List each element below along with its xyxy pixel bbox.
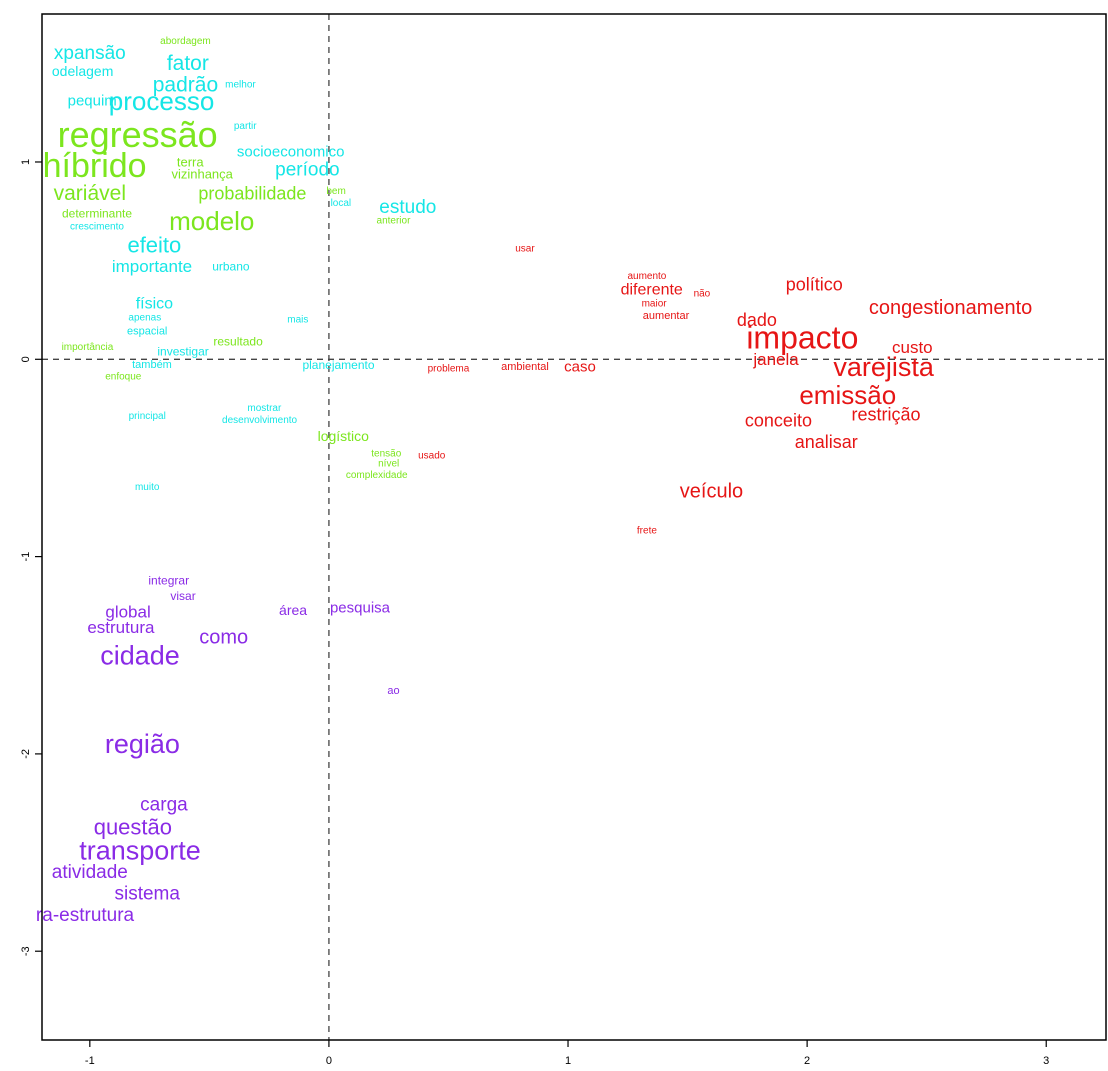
word-label: emissão — [799, 380, 896, 410]
word-label: complexidade — [346, 470, 408, 481]
word-label: cidade — [100, 640, 180, 670]
word-label: pesquisa — [330, 599, 391, 616]
word-label: global — [105, 602, 150, 621]
word-label: como — [199, 626, 248, 648]
word-label: político — [786, 274, 843, 294]
x-tick-label: 0 — [326, 1055, 332, 1067]
word-label: frete — [637, 525, 657, 536]
word-label: importância — [62, 342, 114, 353]
word-label: desenvolvimento — [222, 415, 297, 426]
word-label: principal — [129, 411, 166, 422]
word-label: integrar — [148, 573, 189, 587]
word-label: usado — [418, 450, 446, 461]
word-label: ambiental — [501, 361, 549, 373]
plot-frame — [41, 13, 1107, 1041]
y-tick-label: -2 — [20, 749, 32, 759]
word-label: odelagem — [52, 63, 114, 79]
word-label: híbrido — [43, 147, 147, 185]
x-tick-label: 1 — [565, 1055, 571, 1067]
word-label: impacto — [746, 320, 858, 356]
y-tick-label: 1 — [20, 159, 32, 165]
word-label: físico — [136, 296, 173, 313]
word-label: caso — [564, 359, 596, 376]
word-label: xpansão — [54, 43, 126, 64]
word-label: visar — [170, 589, 195, 603]
word-label: nível — [378, 458, 399, 469]
word-label: planejamento — [302, 358, 374, 372]
word-label: transporte — [79, 836, 201, 866]
word-label: problema — [428, 364, 470, 375]
axes: -1 0 1 2 3 1 0 -1 -2 -3 — [20, 159, 1049, 1067]
word-label: terra — [177, 154, 205, 169]
word-label: ra-estrutura — [36, 905, 135, 926]
word-label: analisar — [795, 432, 858, 452]
word-label: região — [105, 729, 180, 759]
reference-lines — [42, 14, 1106, 1040]
word-label: não — [694, 289, 711, 300]
word-label: carga — [140, 795, 188, 816]
word-label: partir — [234, 121, 257, 132]
x-tick-label: 3 — [1043, 1055, 1049, 1067]
word-label: urbano — [212, 260, 250, 274]
word-label: socioeconomico — [237, 144, 345, 161]
word-label: espacial — [127, 326, 167, 338]
word-label: aumento — [627, 271, 666, 282]
word-label: área — [279, 602, 307, 618]
word-label: congestionamento — [869, 297, 1032, 319]
word-label: enfoque — [105, 372, 142, 383]
y-tick-label: -3 — [20, 946, 32, 956]
word-label: questão — [94, 814, 172, 839]
word-label: tensão — [371, 448, 401, 459]
word-label: pequim — [68, 92, 117, 109]
word-label: melhor — [225, 80, 256, 91]
word-label: investigar — [157, 344, 208, 358]
word-label: regressão — [58, 114, 218, 155]
word-label: ao — [387, 685, 399, 697]
word-label: custo — [892, 338, 933, 357]
x-tick-label: -1 — [85, 1055, 95, 1067]
y-tick-label: -1 — [20, 552, 32, 562]
word-label: determinante — [62, 206, 132, 220]
word-label: estrutura — [87, 618, 155, 637]
word-label: apenas — [128, 312, 161, 323]
word-label: probabilidade — [198, 184, 306, 204]
word-label: abordagem — [160, 36, 211, 47]
word-label: anterior — [377, 216, 412, 227]
x-tick-label: 2 — [804, 1055, 810, 1067]
word-label: efeito — [127, 232, 181, 257]
word-label: também — [132, 359, 172, 371]
word-label: variável — [54, 182, 126, 205]
word-label: muito — [135, 482, 160, 493]
word-label: atividade — [52, 862, 128, 883]
word-label: bem — [326, 186, 345, 197]
word-label: conceito — [745, 410, 812, 430]
word-label: usar — [515, 243, 535, 254]
word-label: período — [275, 159, 339, 180]
word-label: dado — [737, 310, 777, 330]
word-label: resultado — [213, 335, 263, 349]
word-label: janela — [752, 350, 799, 369]
word-label: mostrar — [247, 403, 282, 414]
word-label: diferente — [621, 282, 683, 299]
word-label: aumentar — [643, 310, 690, 322]
word-label: restrição — [852, 405, 921, 425]
word-label: vizinhança — [171, 166, 233, 181]
word-label: maior — [642, 299, 668, 310]
word-label: estudo — [379, 197, 436, 218]
y-tick-label: 0 — [20, 356, 32, 362]
word-label: importante — [112, 257, 192, 276]
word-label: local — [331, 198, 352, 209]
word-label: fator — [167, 52, 209, 75]
word-label: logístico — [318, 428, 370, 444]
word-label: modelo — [169, 206, 254, 236]
word-label: mais — [287, 314, 308, 325]
word-label: sistema — [114, 883, 180, 904]
word-label: crescimento — [70, 222, 124, 233]
word-label: padrão — [153, 74, 218, 97]
word-label: processo — [109, 86, 215, 116]
word-label: varejista — [833, 352, 935, 382]
word-label: veículo — [680, 480, 743, 502]
